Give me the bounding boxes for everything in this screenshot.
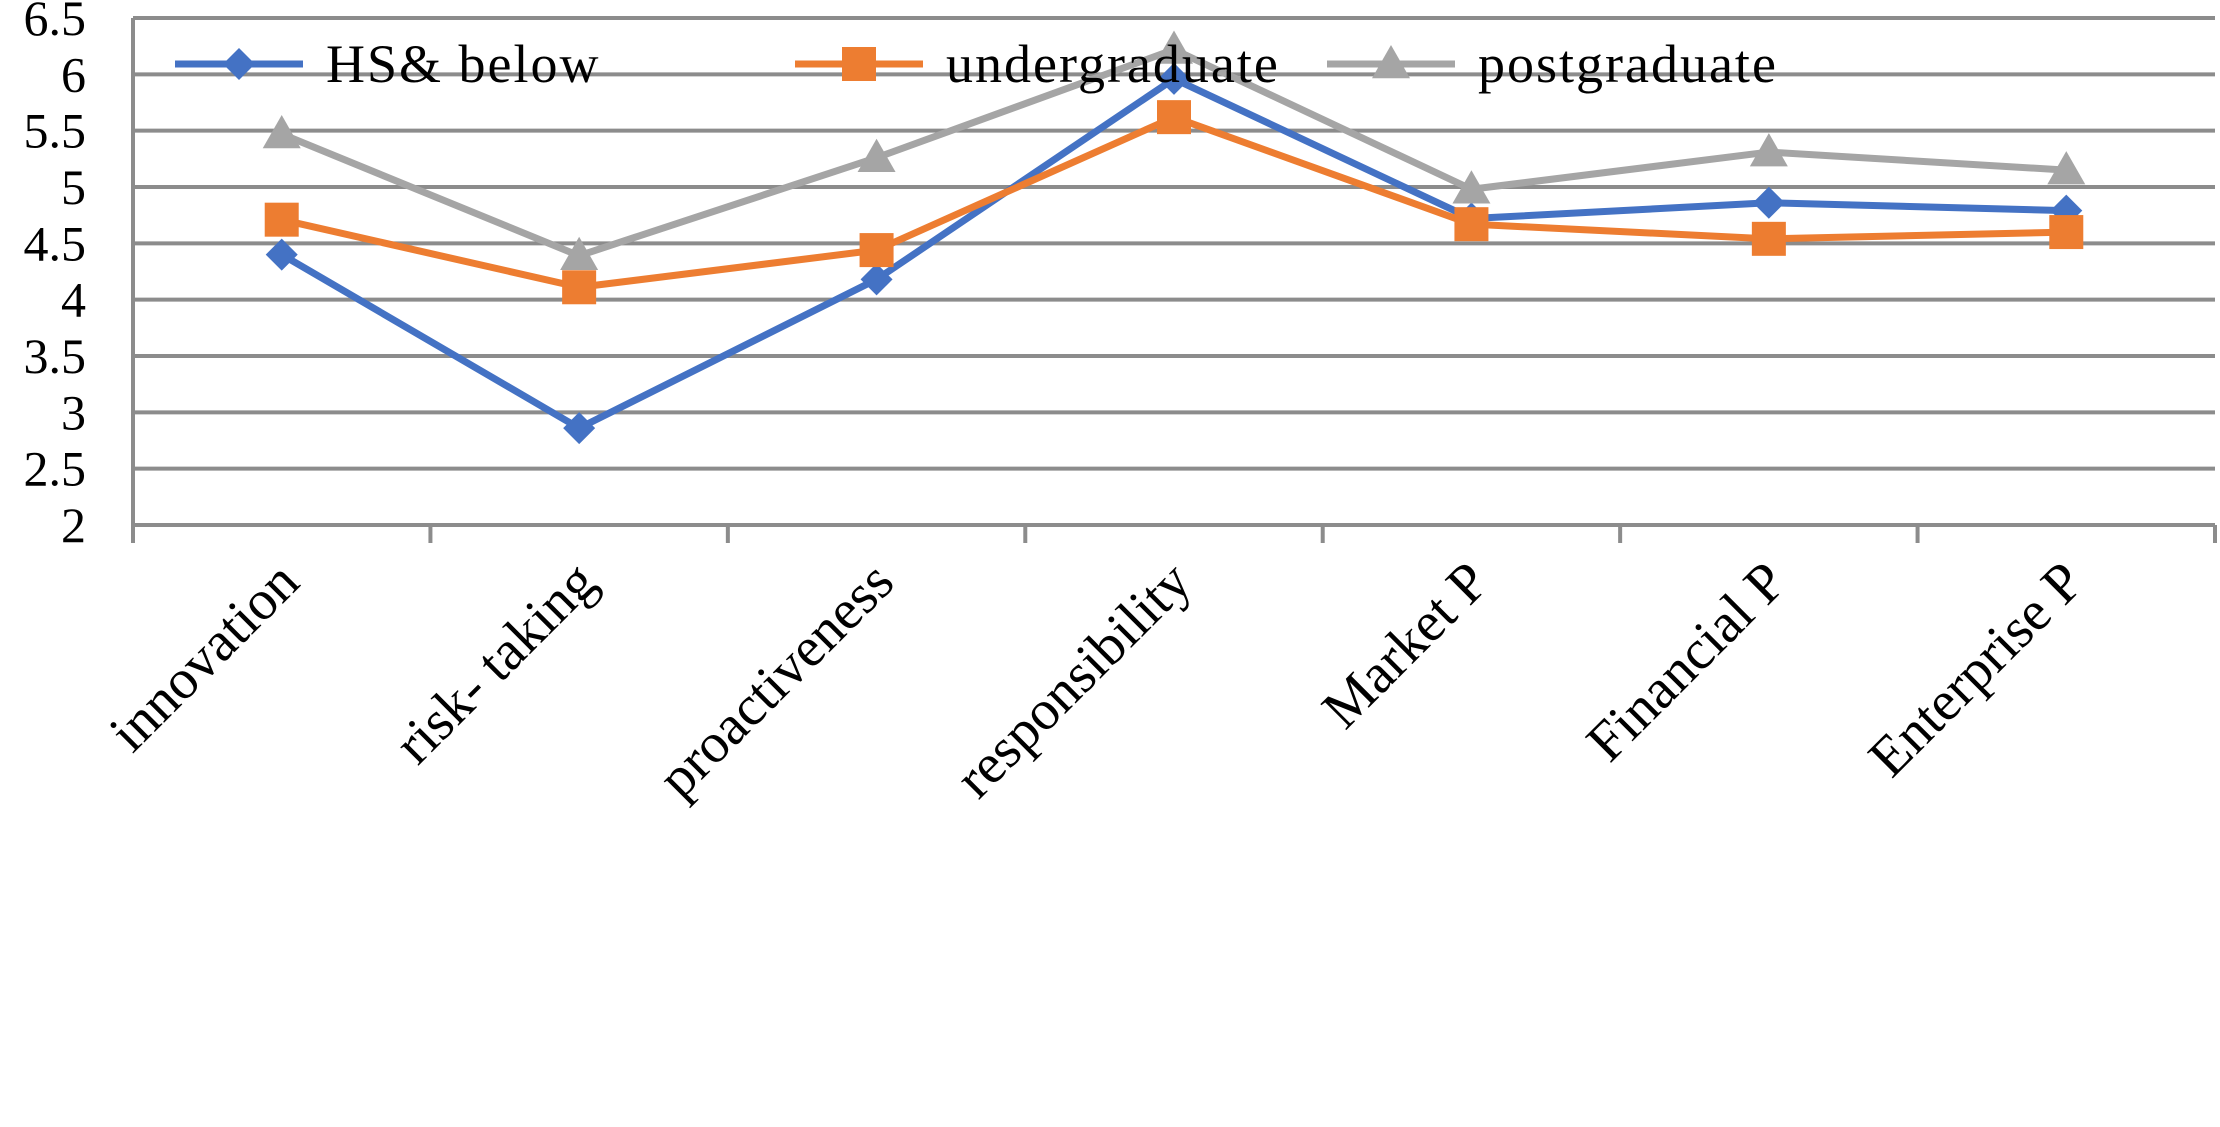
- data-point-2-6: [2047, 151, 2086, 185]
- data-point-1-0: [264, 202, 299, 237]
- series-1: [264, 100, 2084, 305]
- data-point-2-5: [1749, 133, 1788, 167]
- axes: [131, 18, 2217, 543]
- legend-item-1: undergraduate: [795, 34, 1280, 94]
- y-tick-label: 3.5: [24, 328, 87, 384]
- x-tick-label: Market P: [1311, 550, 1501, 740]
- x-tick-label: risk- taking: [383, 550, 608, 775]
- data-point-2-0: [262, 115, 301, 149]
- data-point-1-4: [1454, 207, 1489, 242]
- y-tick-label: 4.5: [24, 215, 87, 271]
- data-point-0-5: [1752, 186, 1785, 219]
- data-point-0-0: [265, 238, 298, 271]
- y-tick-label: 6: [61, 46, 86, 102]
- legend: HS& below undergraduate postgraduate: [175, 34, 1778, 94]
- data-point-0-2: [860, 263, 893, 296]
- series-0: [265, 62, 2083, 445]
- data-point-0-1: [563, 412, 596, 445]
- x-tick-label: responsibility: [944, 550, 1203, 809]
- data-point-1-3: [1157, 100, 1191, 135]
- legend-label-0: HS& below: [326, 34, 601, 94]
- data-point-1-6: [2049, 215, 2084, 250]
- data-point-0-3: [1158, 62, 1190, 95]
- y-tick-label: 2: [61, 497, 86, 553]
- legend-marker-2: [1372, 45, 1410, 79]
- x-axis-tick-labels: innovation risk- taking proactiveness respo…: [98, 550, 2096, 809]
- y-tick-label: 6.5: [24, 0, 87, 46]
- y-tick-label: 2.5: [24, 441, 87, 497]
- x-tick-label: proactiveness: [646, 550, 905, 809]
- x-tick-label: Financial P: [1575, 550, 1798, 773]
- data-point-2-3: [1155, 30, 1193, 64]
- series-2: [262, 30, 2086, 270]
- data-point-2-1: [560, 236, 599, 270]
- legend-label-2: postgraduate: [1478, 34, 1778, 94]
- x-tick-label: Enterprise P: [1857, 550, 2095, 788]
- y-tick-label: 5.5: [24, 103, 87, 159]
- legend-marker-1: [842, 47, 876, 81]
- data-point-1-2: [859, 233, 894, 268]
- y-tick-label: 3: [61, 384, 86, 440]
- legend-label-1: undergraduate: [946, 34, 1280, 94]
- series-group: [262, 30, 2086, 445]
- legend-item-0: HS& below: [175, 34, 601, 94]
- data-point-2-2: [857, 138, 896, 172]
- data-point-1-1: [562, 270, 597, 305]
- legend-marker-0: [223, 48, 255, 80]
- y-tick-label: 5: [61, 159, 86, 215]
- data-point-1-5: [1751, 221, 1786, 256]
- legend-item-2: postgraduate: [1327, 34, 1778, 94]
- data-point-2-4: [1452, 170, 1491, 204]
- y-axis-tick-labels: 22.533.544.555.566.5: [24, 0, 87, 553]
- y-tick-label: 4: [61, 272, 86, 328]
- x-tick-label: innovation: [98, 550, 311, 763]
